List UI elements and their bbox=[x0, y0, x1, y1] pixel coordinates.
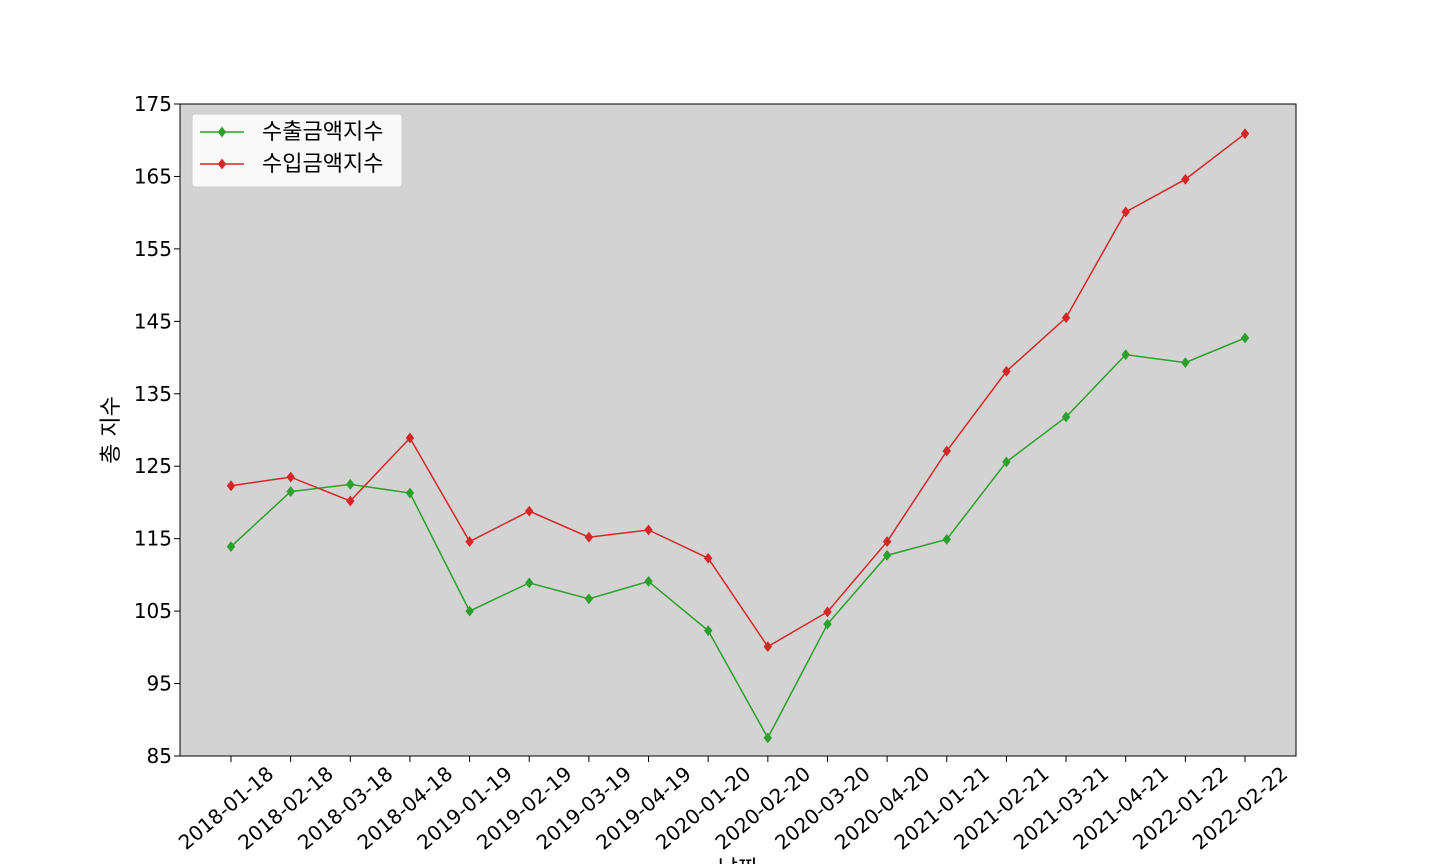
series-line bbox=[230, 337, 1246, 740]
data-point-marker bbox=[584, 531, 594, 543]
data-point-marker bbox=[1240, 332, 1250, 344]
data-point-marker bbox=[465, 536, 474, 547]
data-point-marker bbox=[942, 445, 951, 457]
y-tick-label: 85 bbox=[147, 744, 172, 768]
data-point-marker bbox=[763, 641, 773, 653]
legend-swatch-marker bbox=[217, 158, 227, 170]
data-point-marker bbox=[465, 605, 474, 617]
data-point-marker bbox=[942, 533, 951, 545]
data-point-marker bbox=[226, 541, 236, 553]
data-point-marker bbox=[1002, 456, 1011, 468]
data-point-marker bbox=[703, 552, 713, 564]
y-tick-label: 175 bbox=[134, 92, 172, 116]
plot-frame bbox=[179, 103, 1297, 757]
legend-series-label: 수출금액지수 bbox=[262, 120, 383, 145]
data-point-marker bbox=[405, 432, 415, 444]
data-point-marker bbox=[286, 486, 295, 497]
data-point-marker bbox=[346, 495, 355, 507]
legend: 수출금액지수 수입금액지수 bbox=[191, 113, 403, 188]
data-point-marker bbox=[1181, 357, 1190, 369]
data-point-marker bbox=[1061, 312, 1071, 324]
data-point-marker bbox=[703, 625, 713, 637]
y-tick-label: 135 bbox=[134, 382, 172, 406]
data-point-marker bbox=[763, 732, 773, 744]
y-tick-label: 165 bbox=[134, 164, 172, 188]
data-point-marker bbox=[346, 478, 355, 490]
data-point-marker bbox=[286, 471, 295, 483]
y-tick-label: 125 bbox=[134, 454, 172, 478]
data-point-marker bbox=[1121, 349, 1130, 361]
data-point-marker bbox=[1061, 411, 1071, 423]
data-point-marker bbox=[1121, 206, 1130, 218]
data-point-marker bbox=[1002, 365, 1011, 377]
plot-area-background bbox=[180, 104, 1296, 756]
x-axis-label: 날짜 bbox=[718, 857, 758, 864]
data-point-marker bbox=[882, 536, 892, 547]
data-point-marker bbox=[525, 505, 534, 517]
data-point-marker bbox=[1181, 173, 1190, 185]
data-point-marker bbox=[882, 549, 892, 561]
data-point-marker bbox=[1240, 128, 1250, 140]
y-tick-label: 145 bbox=[134, 309, 172, 333]
legend-series-label: 수입금액지수 bbox=[262, 152, 383, 177]
data-point-marker bbox=[226, 480, 236, 492]
legend-swatch-marker bbox=[217, 126, 227, 138]
series-line bbox=[230, 133, 1246, 648]
data-point-marker bbox=[644, 575, 653, 587]
data-point-marker bbox=[823, 606, 832, 618]
y-tick-label: 115 bbox=[134, 527, 172, 551]
data-point-marker bbox=[405, 487, 415, 499]
data-point-marker bbox=[525, 577, 534, 589]
y-tick-label: 155 bbox=[134, 237, 172, 261]
y-axis-label: 총 지수 bbox=[99, 396, 124, 464]
data-point-marker bbox=[584, 593, 594, 605]
y-tick-label: 105 bbox=[134, 599, 172, 623]
y-tick-label: 95 bbox=[147, 672, 172, 696]
data-point-marker bbox=[644, 524, 653, 536]
data-point-marker bbox=[823, 618, 832, 630]
legend-box bbox=[191, 113, 403, 188]
